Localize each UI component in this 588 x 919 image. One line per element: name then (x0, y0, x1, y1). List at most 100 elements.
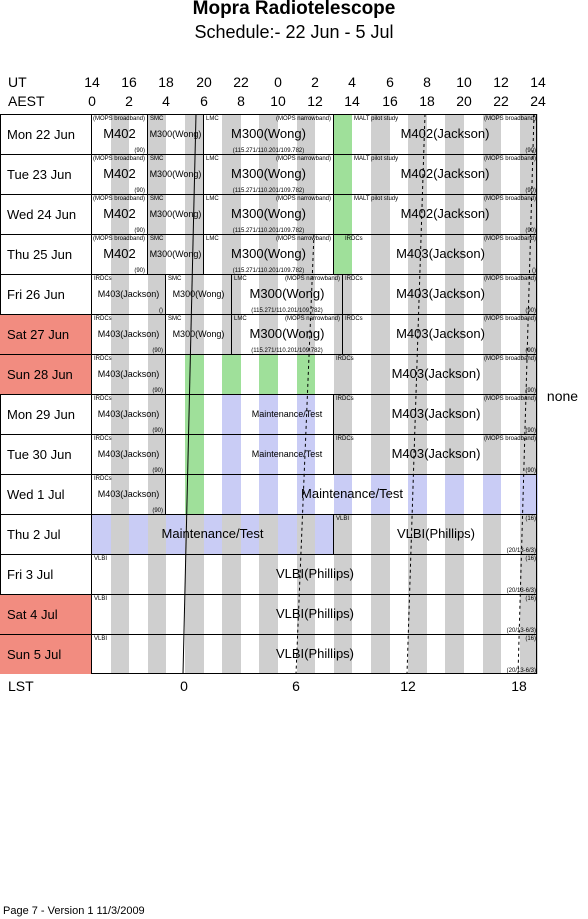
block-note: (115.271/110.201/109.782) (232, 268, 305, 274)
project-name: M300(Wong) (231, 166, 306, 181)
row-divider (0, 434, 537, 435)
blue-stripe (278, 514, 297, 554)
schedule-block: SMC M300(Wong) (148, 155, 204, 195)
project-name: M402(Jackson) (400, 206, 490, 221)
block-note: (90) (525, 188, 536, 194)
schedule-block: LMC (MOPS narrowband) M300(Wong) (115.271/1… (204, 195, 334, 235)
lst-line-0 (182, 113, 197, 675)
schedule-block: IRDCs M403(Jackson) (90) (92, 315, 166, 355)
block-tag: (MOPS narrowband) (275, 116, 331, 122)
schedule-block: SMC M300(Wong) (166, 315, 232, 355)
ut-tick: 12 (493, 74, 509, 90)
footer-version: Page 7 - Version 1 11/3/2009 (3, 905, 145, 917)
block-tag: VLBI (94, 636, 108, 642)
project-name: M300(Wong) (249, 286, 325, 301)
block-tag: LMC (206, 156, 219, 162)
block-note: (90) (152, 348, 163, 354)
block-tag: LMC (206, 236, 219, 242)
ut-tick: 16 (121, 74, 137, 90)
row-divider (0, 234, 537, 235)
schedule-block: Maintenance/Test (166, 475, 538, 515)
project-name: M403(Jackson) (391, 406, 481, 421)
project-name: M403(Jackson) (97, 489, 160, 499)
lst-tick: 6 (292, 678, 300, 694)
ut-tick: 10 (456, 74, 472, 90)
aest-tick: 18 (419, 93, 435, 109)
block-tag: IRDCs (345, 236, 363, 242)
block-tag: (MOPS narrowband) (284, 316, 340, 322)
block-tag: VLBI (94, 556, 108, 562)
blue-stripe (222, 474, 241, 514)
block-note: (90) (152, 388, 163, 394)
block-note: (20/13-6/3) (506, 668, 536, 674)
schedule-block: (MOPS broadband) M402 (90) (92, 115, 148, 155)
block-note: (90) (525, 348, 536, 354)
row-divider (0, 514, 537, 515)
green-stripe (259, 354, 278, 394)
block-tag: (MOPS narrowband) (275, 156, 331, 162)
block-tag: IRDCs (336, 396, 354, 402)
schedule-block: IRDCs M403(Jackson) () (92, 275, 166, 315)
blue-stripe (92, 514, 111, 554)
schedule-block: VLBI (16) VLBI(Phillips) (20/13-6/3) (92, 635, 538, 675)
block-tag: IRDCs (336, 436, 354, 442)
lst-tick: 12 (400, 678, 416, 694)
row-divider (0, 314, 537, 315)
aest-tick: 20 (456, 93, 472, 109)
project-name: Maintenance/Test (301, 486, 403, 501)
schedule-block: Maintenance/Test (241, 395, 334, 435)
aest-label: AEST (8, 93, 45, 109)
block-tag: (MOPS broadband) (92, 156, 145, 162)
block-tag: (MOPS narrowband) (275, 196, 331, 202)
project-name: Maintenance/Test (251, 409, 323, 419)
aest-tick: 4 (162, 93, 170, 109)
block-tag: (MOPS broadband) (483, 356, 536, 362)
day-label: Thu 2 Jul (0, 515, 92, 554)
schedule-block: LMC (MOPS narrowband) M300(Wong) (115.271/1… (204, 155, 334, 195)
block-tag: IRDCs (94, 396, 112, 402)
block-note: (90) (134, 188, 145, 194)
schedule-block: IRDCs (MOPS broadband) M403(Jackson) (90) (334, 395, 538, 435)
schedule-block: IRDCs M403(Jackson) (90) (92, 355, 166, 395)
schedule-block: SMC M300(Wong) (148, 195, 204, 235)
ut-tick: 20 (196, 74, 212, 90)
block-note: () (159, 308, 163, 314)
row-divider (0, 394, 537, 395)
project-name: M300(Wong) (249, 326, 325, 341)
row-divider (0, 554, 537, 555)
day-label: Tue 23 Jun (0, 155, 92, 194)
project-name: M403(Jackson) (396, 246, 485, 261)
project-name: M300(Wong) (149, 249, 202, 259)
block-tag: SMC (150, 116, 164, 122)
row-divider (0, 634, 537, 635)
blue-stripe (129, 514, 148, 554)
block-tag: MALT pilot study (354, 116, 399, 122)
block-tag: SMC (168, 276, 182, 282)
day-label: Mon 29 Jun (0, 395, 92, 434)
ut-tick: 14 (530, 74, 546, 90)
schedule-block: IRDCs (MOPS broadband) M403(Jackson) (90) (343, 275, 538, 315)
ut-tick: 18 (158, 74, 174, 90)
block-tag: SMC (150, 196, 164, 202)
schedule-block: SMC M300(Wong) (148, 115, 204, 155)
schedule-block: (MOPS broadband) M402 (90) (92, 195, 148, 235)
row-divider (0, 474, 537, 475)
project-name: M300(Wong) (149, 209, 202, 219)
block-note: (90) (525, 468, 536, 474)
day-label: Fri 3 Jul (0, 555, 92, 594)
project-name: Maintenance/Test (161, 526, 264, 541)
block-tag: IRDCs (345, 276, 363, 282)
block-tag: LMC (206, 196, 219, 202)
project-name: M300(Wong) (231, 246, 306, 261)
row-divider (0, 194, 537, 195)
block-note: (90) (525, 388, 536, 394)
row-divider (0, 594, 537, 595)
project-name: M300(Wong) (231, 206, 306, 221)
schedule-block: LMC (MOPS narrowband) M300(Wong) (115.271/1… (232, 275, 343, 315)
schedule-block: SMC M300(Wong) (166, 275, 232, 315)
aest-tick: 22 (493, 93, 509, 109)
schedule-block: (MOPS broadband) M402 (90) (92, 235, 148, 275)
lst-label: LST (8, 678, 34, 694)
ut-tick: 0 (274, 74, 282, 90)
ut-tick: 6 (386, 74, 394, 90)
